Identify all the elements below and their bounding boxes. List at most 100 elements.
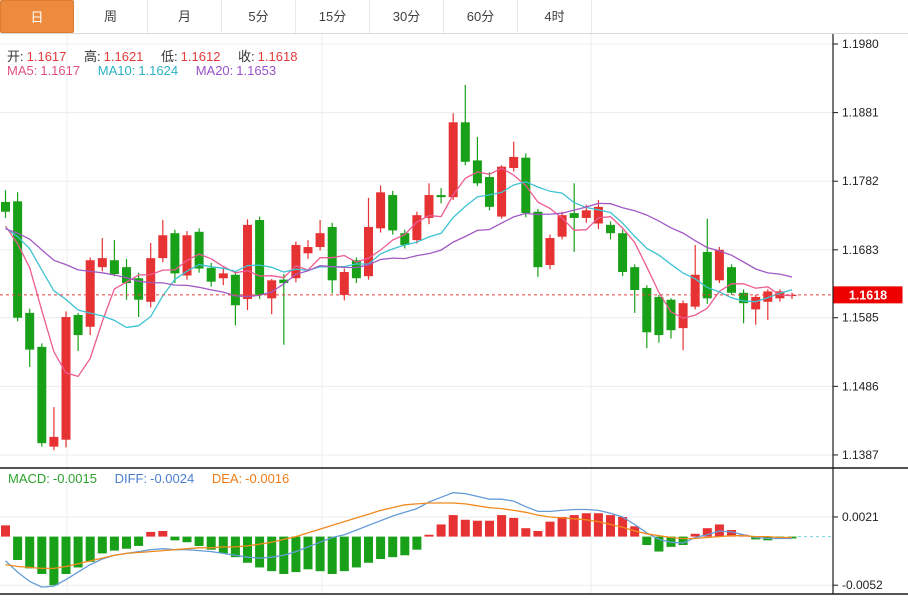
price-tick-label: 1.1881 <box>842 106 879 120</box>
ma20-value: 1.1653 <box>236 63 277 78</box>
candle-body <box>460 122 470 162</box>
candle <box>97 238 107 272</box>
tab-4hour[interactable]: 4时 <box>518 0 592 33</box>
candle-body <box>412 215 422 241</box>
macd-bar <box>158 530 168 537</box>
candle-body <box>690 274 700 307</box>
tab-15min[interactable]: 15分 <box>296 0 370 33</box>
tab-30min[interactable]: 30分 <box>370 0 444 33</box>
macd-bar <box>122 536 131 549</box>
open-value: 1.1617 <box>26 49 67 64</box>
candle <box>678 300 688 351</box>
ma10-line <box>5 181 793 329</box>
candle <box>460 84 470 166</box>
candle-body <box>194 231 204 269</box>
candle-body <box>206 267 216 282</box>
ma5-line <box>4 167 793 378</box>
candle-body <box>388 195 398 231</box>
candle-body <box>436 195 446 198</box>
candle-body <box>218 273 228 279</box>
candle-body <box>739 292 749 304</box>
candle <box>654 294 664 343</box>
candle <box>557 211 567 240</box>
macd-bar <box>218 536 228 554</box>
candle <box>569 183 579 252</box>
candle <box>291 241 301 283</box>
macd-bar <box>170 536 180 541</box>
macd-bar <box>49 536 59 586</box>
ma5-label: MA5: <box>7 63 38 78</box>
tab-day[interactable]: 日 <box>0 0 74 33</box>
macd-bar <box>678 536 688 546</box>
candle <box>702 218 712 304</box>
ma-readout: MA5: 1.1617 MA10: 1.1624 MA20: 1.1653 <box>7 63 279 78</box>
candle <box>642 285 652 349</box>
candle <box>448 113 458 200</box>
candle <box>339 268 349 301</box>
macd-bar <box>364 536 373 563</box>
macd-bar <box>412 536 422 550</box>
candle-body <box>727 267 736 293</box>
macd-histogram <box>1 513 797 586</box>
macd-bar <box>291 536 301 573</box>
candle-body <box>182 235 192 276</box>
candle <box>122 258 131 300</box>
candle <box>1 190 10 218</box>
candle <box>509 141 519 172</box>
candle <box>472 136 482 187</box>
tab-week[interactable]: 周 <box>74 0 148 33</box>
candle <box>618 229 628 277</box>
macd-bar <box>593 513 603 537</box>
tab-month[interactable]: 月 <box>148 0 222 33</box>
candle <box>315 220 325 251</box>
candle-body <box>569 213 579 218</box>
candle-body <box>1 202 10 212</box>
macd-bar <box>690 533 700 537</box>
dea-label: DEA: <box>211 471 243 486</box>
candle-body <box>533 211 543 268</box>
candle <box>727 264 736 295</box>
macd-bar <box>327 536 337 574</box>
candle-body <box>448 122 458 198</box>
candle <box>170 229 180 284</box>
macd-bar <box>388 536 398 558</box>
candle-body <box>557 215 567 237</box>
macd-bar <box>85 536 95 562</box>
tab-5min[interactable]: 5分 <box>222 0 296 33</box>
candle <box>412 211 422 244</box>
macd-bar <box>134 536 144 546</box>
candle-body <box>109 260 119 275</box>
candle <box>364 197 373 280</box>
candle-body <box>158 235 168 259</box>
tab-60min[interactable]: 60分 <box>444 0 518 33</box>
candle-body <box>630 267 640 291</box>
macd-bar <box>485 520 494 537</box>
candle <box>763 289 773 320</box>
last-price-badge <box>833 286 903 304</box>
candle-body <box>85 260 95 327</box>
macd-bar <box>727 530 736 537</box>
candle-body <box>678 303 688 329</box>
candle-body <box>593 206 603 224</box>
candle-body <box>351 260 361 279</box>
candle-body <box>279 279 289 284</box>
macd-bar <box>448 515 458 537</box>
candle-body <box>400 233 410 245</box>
macd-bar <box>424 534 434 537</box>
candle <box>751 294 761 325</box>
candle-body <box>73 314 83 336</box>
macd-bar <box>436 524 446 537</box>
candle-body <box>509 156 519 169</box>
high-value: 1.1621 <box>103 49 144 64</box>
candle-body <box>303 247 313 254</box>
macd-label: MACD: <box>8 471 50 486</box>
diff-value: -0.0024 <box>150 471 195 486</box>
candle <box>533 208 543 277</box>
low-value: 1.1612 <box>180 49 221 64</box>
candle-body <box>545 238 555 266</box>
diff-label: DIFF: <box>114 471 148 486</box>
candle-body <box>122 267 131 284</box>
macd-bar <box>206 536 216 550</box>
